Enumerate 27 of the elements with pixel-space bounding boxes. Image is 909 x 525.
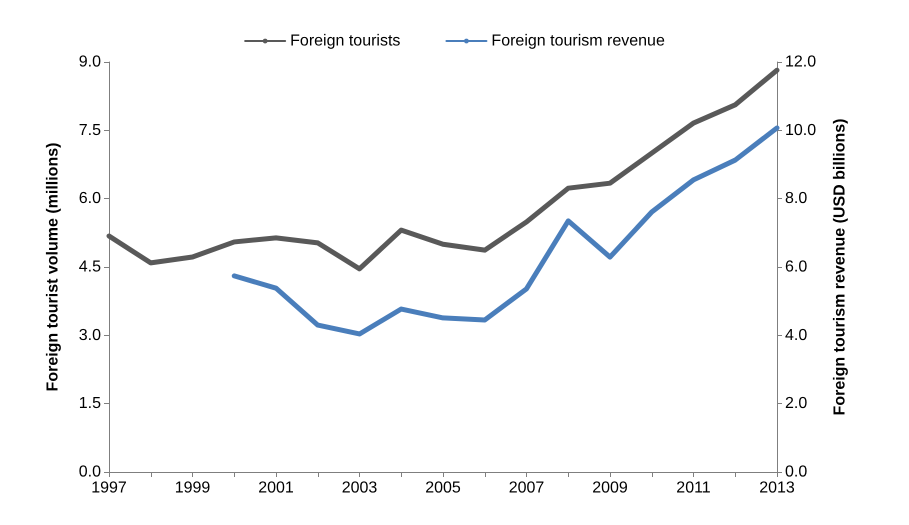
y-tick-label: 6.0 bbox=[78, 190, 102, 208]
y-tick-label: 0.0 bbox=[78, 464, 102, 480]
y2-tick-label: 0.0 bbox=[785, 464, 808, 480]
y-tick-label: 7.5 bbox=[78, 122, 102, 139]
y-tick-label: 4.5 bbox=[78, 258, 102, 276]
y-tick-label: 9.0 bbox=[78, 54, 102, 70]
x-tick-label: 1997 bbox=[91, 480, 127, 496]
y2-tick-label: 6.0 bbox=[785, 258, 808, 276]
y2-tick-label: 4.0 bbox=[785, 326, 808, 344]
y2-tick-label: 8.0 bbox=[785, 190, 808, 208]
y-tick-label: 3.0 bbox=[78, 326, 102, 344]
y-tick-label: 1.5 bbox=[78, 395, 102, 412]
x-tick-label: 2013 bbox=[759, 480, 795, 496]
x-tick-label: 2005 bbox=[425, 480, 461, 496]
y2-tick-label: 2.0 bbox=[785, 395, 808, 412]
legend-label: Foreign tourism revenue bbox=[491, 32, 665, 50]
y-axis-title: Foreign tourist volume (millions) bbox=[44, 142, 62, 392]
x-tick-label: 2003 bbox=[342, 480, 378, 496]
x-tick-label: 2011 bbox=[676, 480, 711, 496]
x-tick-label: 2009 bbox=[592, 480, 628, 496]
y2-tick-label: 12.0 bbox=[785, 54, 816, 70]
legend-label: Foreign tourists bbox=[290, 32, 400, 50]
x-tick-label: 2007 bbox=[508, 480, 544, 496]
y2-axis-title: Foreign tourism revenue (USD billions) bbox=[832, 118, 848, 416]
x-tick-label: 2001 bbox=[258, 480, 294, 496]
y2-tick-label: 10.0 bbox=[785, 122, 816, 139]
x-tick-label: 1999 bbox=[174, 480, 210, 496]
